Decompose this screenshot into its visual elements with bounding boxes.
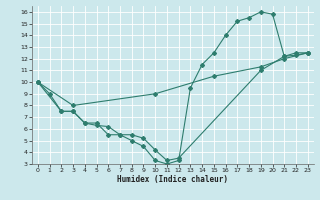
X-axis label: Humidex (Indice chaleur): Humidex (Indice chaleur) <box>117 175 228 184</box>
